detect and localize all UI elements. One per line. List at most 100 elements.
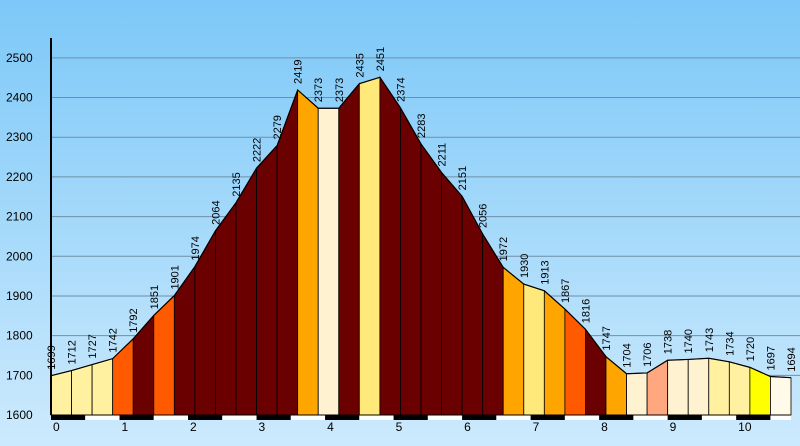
y-tick-label: 1700: [6, 368, 33, 382]
distance-bar-segment: [701, 415, 737, 420]
profile-segment: [91, 358, 114, 416]
profile-segment: [770, 376, 792, 416]
y-axis: 1600 1700 1800 1900 2000 2100 2200 2300 2400 2500: [6, 38, 52, 422]
elevation-label: 1742: [108, 328, 120, 352]
profile-segment: [708, 357, 730, 416]
elevation-label: 2451: [375, 47, 387, 71]
elevation-label: 2135: [231, 172, 243, 196]
profile-segment: [297, 89, 319, 416]
elevation-label: 2222: [252, 138, 264, 162]
y-tick-label: 2200: [6, 170, 33, 184]
profile-segment: [50, 370, 72, 416]
profile-segment: [153, 294, 175, 416]
elevation-label: 1851: [149, 285, 161, 309]
elevation-label: 2435: [354, 53, 366, 77]
profile-segment: [667, 359, 689, 416]
distance-bar-segment: [427, 415, 463, 420]
elevation-label: 1743: [704, 328, 716, 352]
profile-segment: [687, 357, 710, 416]
y-tick-label: 1600: [6, 408, 33, 422]
x-tick-label: 8: [601, 420, 608, 434]
elevation-label: 1727: [87, 334, 99, 358]
profile-outline: [50, 76, 792, 379]
x-tick-label: 9: [670, 420, 677, 434]
y-tick-label: 2100: [6, 210, 33, 224]
elevation-label: 2283: [416, 113, 428, 137]
profile-segment: [358, 76, 381, 416]
elevation-label: 1913: [539, 260, 551, 284]
elevation-label: 1738: [663, 330, 675, 354]
elevation-label: 2279: [272, 115, 284, 139]
profile-line: [50, 76, 792, 379]
distance-bar-segment: [393, 415, 428, 420]
distance-bar-segment: [770, 415, 791, 420]
distance-bar-segment: [51, 415, 86, 420]
elevation-label: 1930: [519, 254, 531, 278]
elevation-label: 1974: [190, 236, 202, 260]
profile-segments: [50, 75, 792, 416]
x-tick-label: 0: [53, 420, 60, 434]
x-tick-label: 1: [122, 420, 129, 434]
profile-segment: [215, 201, 237, 416]
distance-bar-segment: [359, 415, 394, 420]
distance-bar-segment: [119, 415, 154, 420]
distance-bar-segment: [85, 415, 120, 420]
y-tick-label: 2300: [6, 130, 33, 144]
elevation-label: 2374: [395, 77, 407, 101]
elevation-label: 2211: [437, 143, 449, 167]
elevation-label: 2419: [293, 60, 305, 84]
profile-segment: [400, 106, 422, 416]
elevation-label: 1720: [745, 337, 757, 361]
x-tick-label: 2: [190, 420, 197, 434]
distance-bar-segment: [222, 415, 257, 420]
x-tick-label: 10: [738, 420, 752, 434]
profile-segment: [379, 75, 401, 416]
distance-bar-segment: [633, 415, 668, 420]
elevation-label: 2373: [334, 78, 346, 102]
elevation-label: 2373: [313, 78, 325, 102]
profile-segment: [543, 289, 566, 416]
elevation-label: 2151: [457, 166, 469, 190]
distance-bar-segment: [599, 415, 634, 420]
distance-bar-segment: [188, 415, 223, 420]
distance-bar-segment: [153, 415, 189, 420]
elevation-label: 1792: [128, 308, 140, 332]
distance-bar-segment: [667, 415, 702, 420]
elevation-label: 1706: [642, 342, 654, 366]
y-tick-label: 2500: [6, 51, 33, 65]
distance-bar-segment: [290, 415, 326, 420]
distance-bar-segment: [736, 415, 771, 420]
elevation-label: 1704: [622, 343, 634, 367]
elevation-label: 2064: [210, 200, 222, 224]
elevation-label: 1699: [46, 345, 58, 369]
x-axis: 0 1 2 3 4 5 6 7 8 9 10: [51, 414, 791, 434]
y-tick-label: 2000: [6, 249, 33, 263]
profile-segment: [338, 82, 360, 416]
profile-segment: [256, 144, 278, 416]
distance-bar-segment: [530, 415, 565, 420]
profile-segment: [71, 364, 93, 416]
y-tick-label: 1900: [6, 289, 33, 303]
elevation-label: 1816: [580, 299, 592, 323]
elevation-label: 1694: [786, 347, 798, 371]
distance-bar-segment: [462, 415, 497, 420]
profile-segment: [235, 166, 257, 416]
profile-segment: [502, 266, 525, 416]
x-tick-label: 7: [533, 420, 540, 434]
elevation-label: 2056: [478, 204, 490, 228]
profile-segment: [523, 283, 545, 416]
elevation-label: 1734: [724, 331, 736, 355]
x-tick-label: 4: [327, 420, 334, 434]
distance-bar-segment: [496, 415, 531, 420]
profile-segment: [317, 107, 340, 416]
distance-bar-segment: [564, 415, 600, 420]
profile-segment: [626, 372, 648, 416]
y-tick-label: 2400: [6, 91, 33, 105]
elevation-label: 1867: [560, 279, 572, 303]
elevation-label: 1972: [498, 237, 510, 261]
elevation-label: 1901: [169, 265, 181, 289]
elevation-label: 1747: [601, 326, 613, 350]
y-tick-label: 1800: [6, 329, 33, 343]
x-tick-label: 3: [259, 420, 266, 434]
